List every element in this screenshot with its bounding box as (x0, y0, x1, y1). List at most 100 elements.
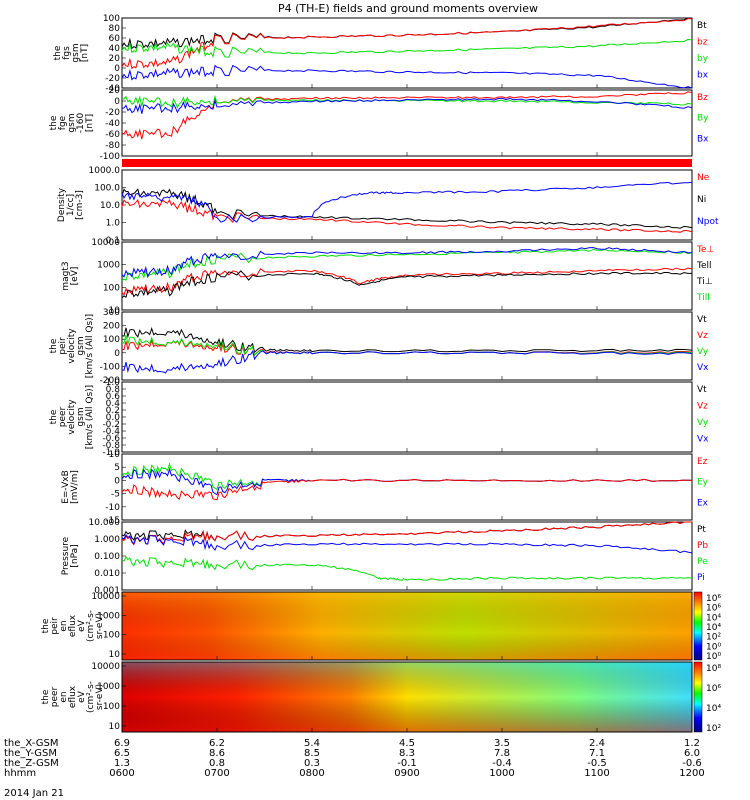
legend-Vz: Vz (697, 402, 708, 412)
x-tick-label: 0800 (299, 768, 324, 779)
y-tick-label: 10 (109, 650, 121, 660)
y-axis-label: E=-VxB (61, 470, 71, 504)
y-tick-label: 80 (109, 24, 121, 34)
y-axis-label: 1/cc] (66, 194, 76, 216)
y-axis-label: peer (50, 686, 60, 707)
x-tick-label: 2.4 (589, 738, 605, 749)
colorbar-label: 10⁶ (706, 594, 721, 604)
y-tick-label: 0 (114, 476, 120, 486)
series-by (121, 38, 693, 58)
y-tick-label: -0.6 (102, 434, 120, 444)
y-tick-label: 1000 (97, 261, 120, 271)
y-axis-label: velocity (67, 328, 77, 364)
x-tick-label: 0700 (204, 768, 229, 779)
series-Npot (121, 181, 693, 223)
y-tick-label: -40 (105, 84, 120, 94)
y-axis-label: (cm²-s- (86, 681, 96, 713)
y-axis-label: magt3 (61, 261, 71, 290)
x-tick-label: 0.8 (209, 758, 225, 769)
y-tick-label: 100 (103, 702, 120, 712)
y-axis-label: -160 (76, 113, 86, 134)
y-tick-label: -200 (100, 376, 121, 386)
y-axis-label: gsm (67, 113, 77, 132)
colorbar-label: 10² (706, 724, 721, 734)
colorbar (693, 591, 703, 661)
x-tick-label: -0.4 (492, 758, 512, 769)
series-Tell (121, 270, 692, 299)
y-tick-label: 1.0 (106, 378, 121, 388)
series-Ey (121, 462, 693, 491)
y-axis-label: eV (77, 619, 87, 632)
y-axis-label: [km/s (All Qs)] (85, 314, 95, 378)
colorbar (693, 661, 703, 733)
y-tick-label: -0.2 (102, 420, 120, 430)
y-tick-label: 1.0 (106, 219, 121, 229)
y-axis-label: fge (58, 115, 68, 130)
series-Bx (121, 97, 693, 114)
y-tick-label: 100.0 (94, 184, 120, 194)
y-tick-label: -100 (100, 152, 121, 162)
legend-bx: bx (697, 71, 709, 81)
y-axis-label: the (53, 45, 63, 60)
legend-by: by (697, 54, 709, 64)
y-axis-label: [km/s (All Qs)] (85, 385, 95, 449)
series-Ex (121, 467, 693, 496)
y-axis-label: peir (50, 617, 60, 635)
y-tick-label: -20 (105, 108, 120, 118)
legend-Vy: Vy (697, 347, 709, 357)
x-tick-label: -0.5 (587, 758, 607, 769)
x-tick-label: 7.8 (494, 748, 510, 759)
legend-Bx: Bx (697, 134, 709, 144)
y-tick-label: -1.0 (102, 448, 120, 458)
y-axis-label: [eV] (70, 267, 80, 286)
legend-Vt: Vt (697, 315, 707, 325)
x-tick-label: 8.3 (399, 748, 415, 759)
series-Pt (121, 521, 692, 542)
series-Ti⊥ (121, 246, 693, 278)
panel-pressure: 10.000 1.000 0.100 0.010 0.001 Pressure [nPa] P… (61, 518, 708, 596)
colorbar-label: 10⁶ (706, 684, 721, 694)
y-axis-label: sr-eV) (95, 684, 105, 710)
legend-Vt: Vt (697, 385, 707, 395)
x-tick-label: 1.2 (684, 738, 700, 749)
ephem-label: the_Z-GSM (4, 758, 59, 769)
legend-Pt: Pt (697, 525, 706, 535)
panel-density: 1000.0 100.0 10.0 1.0 0.1 Density 1/cc] [cm-3] N… (57, 166, 719, 246)
y-axis-label: the (49, 409, 59, 424)
panel-frame (121, 453, 693, 521)
x-tick-label: 6.9 (114, 738, 130, 749)
colorbar-label: 10⁰ (706, 642, 721, 652)
y-tick-label: 300 (103, 308, 120, 318)
y-tick-label: 0.1 (106, 236, 120, 246)
x-tick-label: 3.5 (494, 738, 510, 749)
y-tick-label: 20 (109, 86, 121, 96)
y-tick-label: 0 (114, 64, 120, 74)
y-axis-label: eV (77, 690, 87, 703)
ephem-label: the_X-GSM (4, 738, 58, 749)
series-Vx (121, 349, 693, 374)
y-tick-label: 10.0 (100, 201, 120, 211)
y-tick-label: 10 (109, 306, 121, 316)
series-Ni (121, 188, 693, 229)
series-Bz (121, 91, 693, 140)
spectrogram-shade (122, 592, 692, 660)
legend-Till: Till (696, 293, 710, 303)
chart-title: P4 (TH-E) fields and ground moments over… (278, 2, 538, 15)
x-tick-label: 0.3 (304, 758, 320, 769)
y-axis-label: the (41, 689, 51, 704)
y-tick-label: 0.2 (106, 406, 120, 416)
y-tick-label: 10000 (91, 238, 120, 248)
spectrogram-shade (122, 662, 692, 732)
x-tick-label: 1100 (584, 768, 609, 779)
series-Bt (121, 17, 692, 50)
x-tick-label: 8.5 (304, 748, 320, 759)
panel-efield: 10 5 0 -5 -10 -15 E=-VxB [mV/m] Ez Ey Ex (61, 450, 709, 526)
y-tick-label: 0.010 (94, 569, 120, 579)
legend-Pb: Pb (697, 541, 708, 551)
